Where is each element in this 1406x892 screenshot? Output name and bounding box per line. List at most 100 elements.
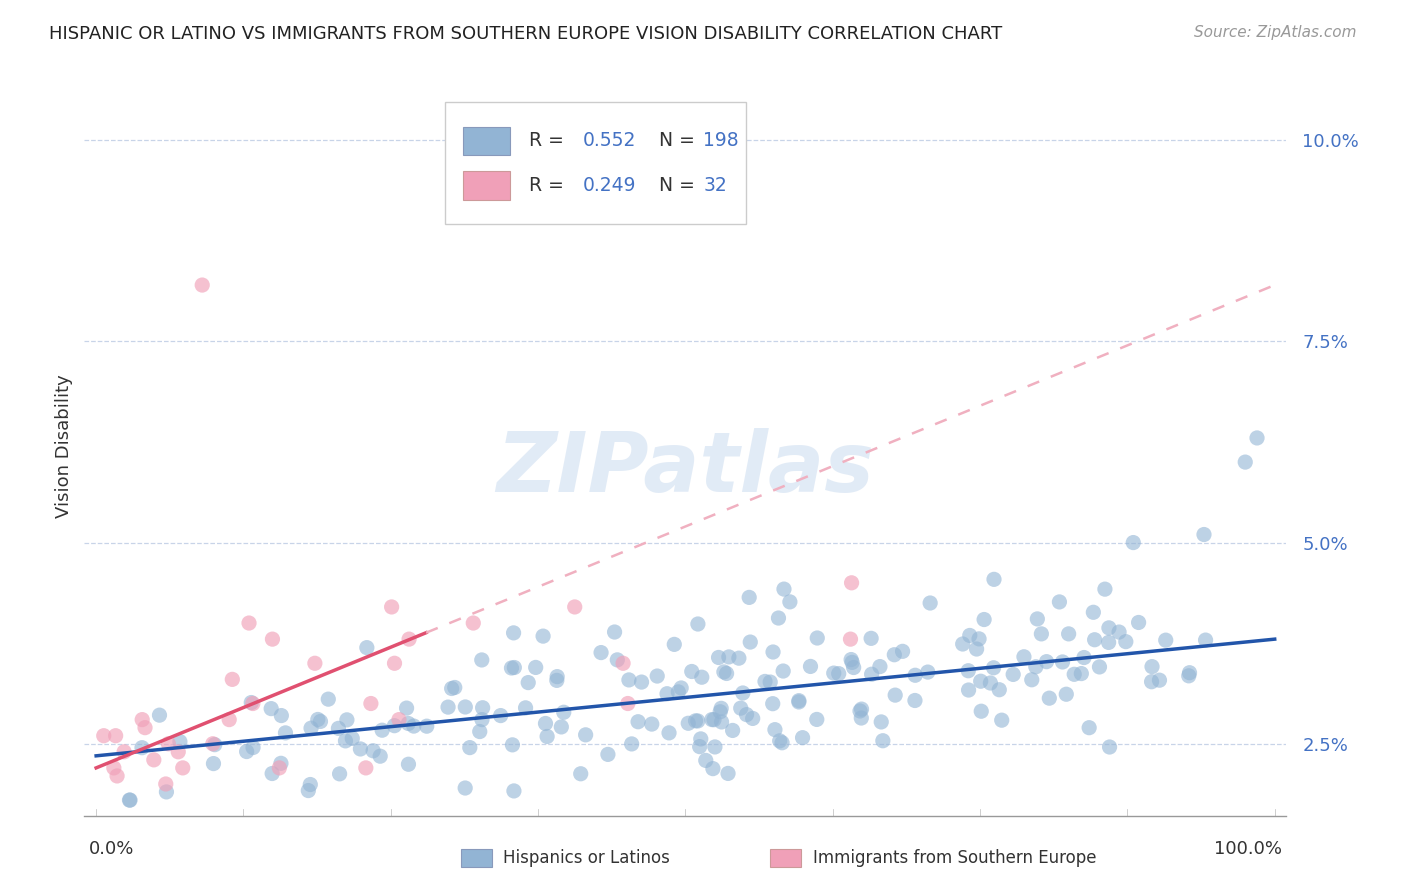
Point bbox=[515, 701, 537, 715]
Point bbox=[1194, 633, 1216, 648]
Point bbox=[204, 738, 226, 752]
Point bbox=[839, 652, 862, 666]
Point bbox=[870, 714, 893, 729]
Point bbox=[501, 738, 523, 752]
Point bbox=[620, 737, 643, 751]
Point bbox=[973, 613, 995, 627]
Point bbox=[471, 700, 494, 714]
Text: 198: 198 bbox=[703, 131, 740, 151]
Point bbox=[396, 716, 419, 731]
FancyBboxPatch shape bbox=[446, 102, 745, 224]
Point bbox=[678, 716, 700, 731]
Point bbox=[546, 670, 568, 684]
Point bbox=[142, 753, 165, 767]
Point bbox=[754, 674, 776, 689]
Point bbox=[849, 704, 872, 718]
Point bbox=[218, 713, 240, 727]
Point bbox=[1021, 673, 1043, 687]
Point bbox=[617, 697, 640, 711]
Point bbox=[105, 769, 128, 783]
Point bbox=[134, 721, 156, 735]
Point bbox=[686, 714, 709, 728]
Text: R =: R = bbox=[529, 176, 569, 194]
Point bbox=[1035, 655, 1057, 669]
Text: Hispanics or Latinos: Hispanics or Latinos bbox=[503, 849, 671, 867]
Point bbox=[769, 734, 792, 748]
Point bbox=[612, 657, 634, 671]
Point bbox=[664, 637, 686, 651]
Point bbox=[131, 740, 153, 755]
Point bbox=[235, 745, 257, 759]
Point bbox=[1026, 612, 1049, 626]
Point bbox=[489, 708, 512, 723]
Point bbox=[686, 617, 709, 632]
Point bbox=[669, 681, 692, 695]
Point bbox=[388, 713, 411, 727]
Point bbox=[721, 723, 744, 738]
Point bbox=[201, 737, 224, 751]
Point bbox=[1031, 627, 1053, 641]
Point bbox=[851, 702, 873, 716]
Point bbox=[702, 762, 724, 776]
Point bbox=[274, 726, 297, 740]
Point bbox=[1052, 655, 1074, 669]
Point bbox=[860, 632, 883, 646]
Point bbox=[666, 685, 689, 699]
Point bbox=[952, 637, 974, 651]
Point bbox=[1149, 673, 1171, 688]
Point bbox=[167, 745, 190, 759]
FancyBboxPatch shape bbox=[463, 127, 510, 155]
Point bbox=[169, 734, 191, 748]
Point bbox=[148, 708, 170, 723]
Point bbox=[402, 719, 425, 733]
Point bbox=[681, 665, 703, 679]
Point bbox=[728, 651, 751, 665]
Point bbox=[336, 713, 359, 727]
Point bbox=[1054, 687, 1077, 701]
Point bbox=[191, 278, 214, 293]
Point bbox=[118, 793, 141, 807]
Point bbox=[238, 615, 260, 630]
Point bbox=[242, 697, 264, 711]
Point bbox=[564, 599, 586, 614]
Point bbox=[1047, 595, 1070, 609]
Text: 32: 32 bbox=[703, 176, 727, 194]
Point bbox=[690, 670, 713, 684]
Point bbox=[443, 681, 465, 695]
Point bbox=[1063, 667, 1085, 681]
Point bbox=[627, 714, 650, 729]
Point bbox=[155, 777, 177, 791]
Point bbox=[710, 714, 733, 729]
Point bbox=[531, 629, 554, 643]
Point bbox=[603, 625, 626, 640]
Point bbox=[309, 714, 332, 729]
Point bbox=[502, 626, 524, 640]
Point bbox=[368, 749, 391, 764]
Point bbox=[1108, 625, 1130, 640]
Point bbox=[869, 659, 891, 673]
Point bbox=[546, 673, 568, 688]
Point bbox=[437, 700, 460, 714]
Point bbox=[361, 744, 384, 758]
Point bbox=[1128, 615, 1150, 630]
Point bbox=[707, 650, 730, 665]
Point bbox=[524, 660, 547, 674]
Point bbox=[770, 736, 793, 750]
Point bbox=[730, 701, 752, 715]
Point bbox=[689, 731, 711, 746]
Point bbox=[990, 713, 1012, 727]
Point bbox=[297, 783, 319, 797]
Point bbox=[689, 739, 711, 754]
Text: Immigrants from Southern Europe: Immigrants from Southern Europe bbox=[813, 849, 1097, 867]
Point bbox=[1094, 582, 1116, 596]
Point bbox=[1002, 667, 1025, 681]
Y-axis label: Vision Disability: Vision Disability bbox=[55, 374, 73, 518]
Point bbox=[269, 761, 291, 775]
Point bbox=[1246, 431, 1268, 445]
Point bbox=[1025, 660, 1047, 674]
Point bbox=[112, 745, 135, 759]
Point bbox=[1073, 650, 1095, 665]
Point bbox=[262, 632, 284, 647]
Point bbox=[806, 713, 828, 727]
Point bbox=[967, 632, 990, 646]
